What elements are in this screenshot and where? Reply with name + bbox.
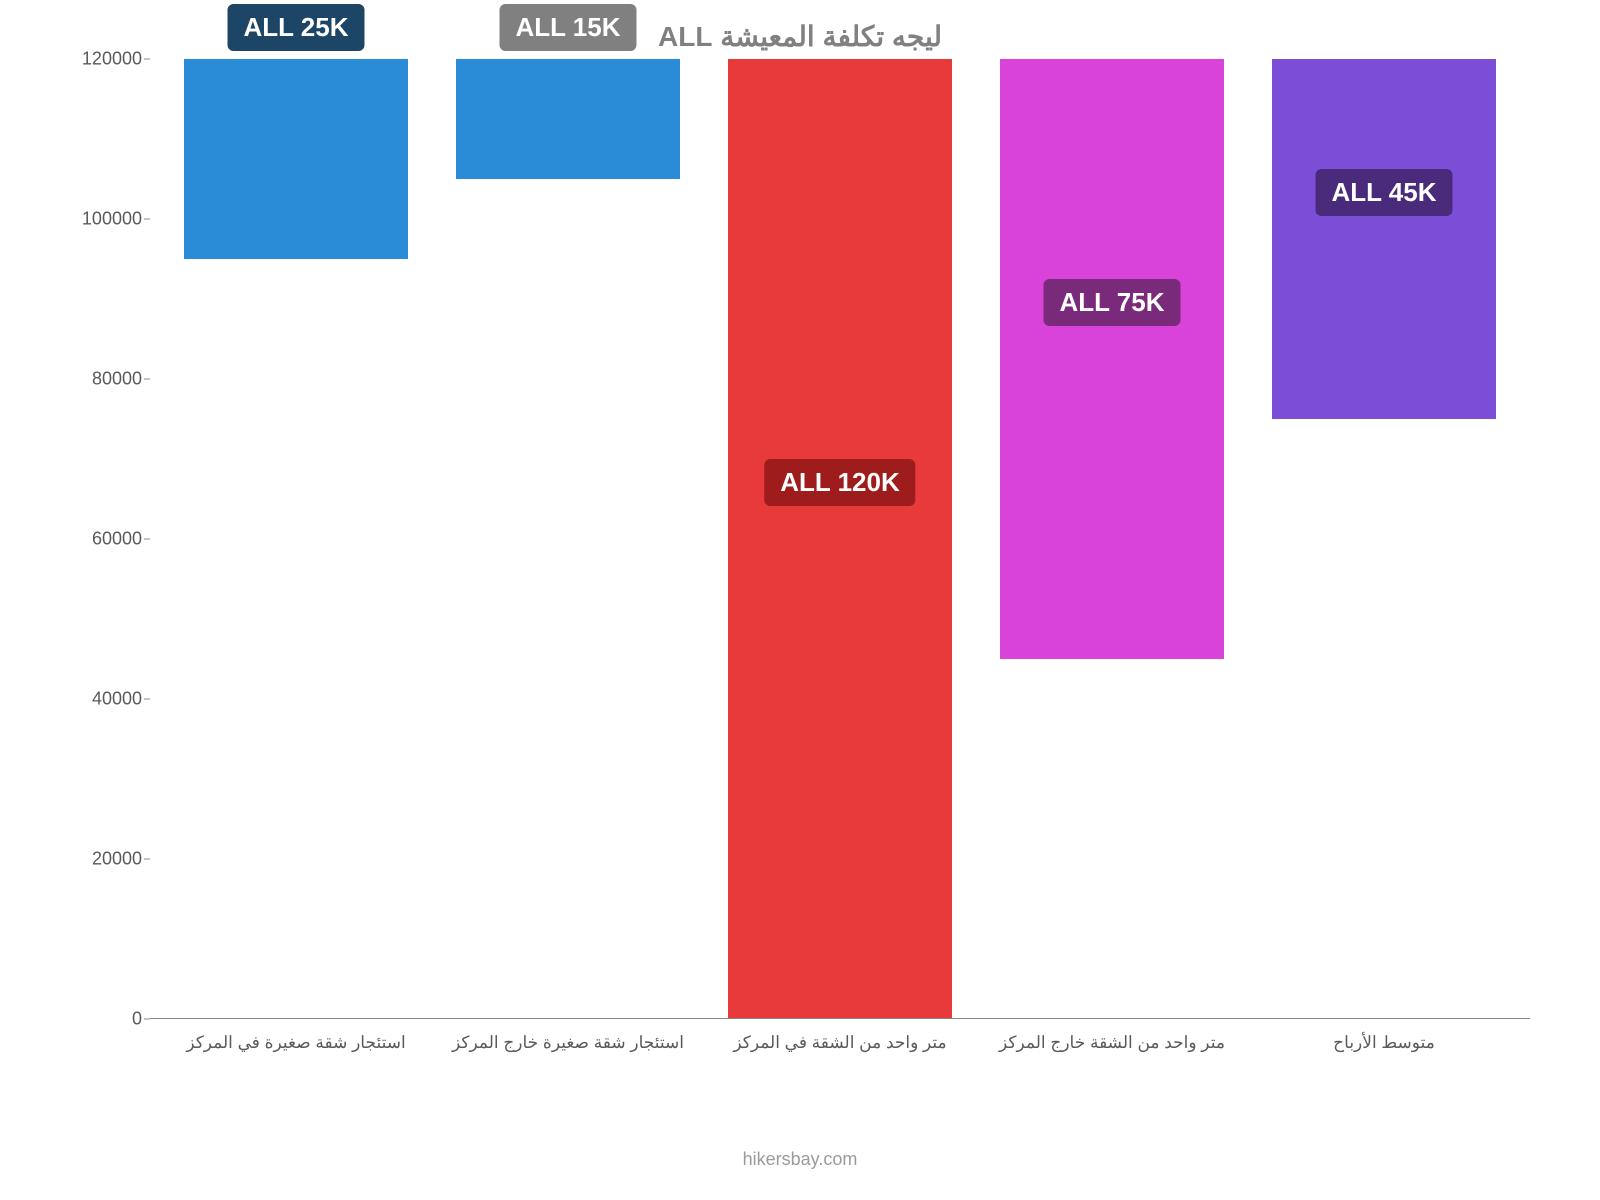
- y-tick: 60000: [92, 529, 142, 550]
- x-axis-labels: استئجار شقة صغيرة في المركزاستئجار شقة ص…: [150, 1019, 1530, 1053]
- y-tick: 0: [132, 1009, 142, 1030]
- y-tick: 40000: [92, 689, 142, 710]
- x-label: استئجار شقة صغيرة خارج المركز: [432, 1033, 704, 1053]
- value-badge: ALL 120K: [764, 459, 915, 506]
- bar: ALL 45K: [1272, 59, 1495, 419]
- bar-slot: ALL 15K: [432, 59, 704, 1018]
- bar: ALL 120K: [728, 59, 951, 1018]
- y-tick: 80000: [92, 369, 142, 390]
- bar-slot: ALL 120K: [704, 59, 976, 1018]
- plot-area: ALL 25K ALL 15K ALL 120K ALL 75K ALL 45K: [150, 59, 1530, 1019]
- value-badge: ALL 25K: [228, 4, 365, 51]
- y-axis: 020000400006000080000100000120000: [40, 59, 150, 1019]
- x-label: متر واحد من الشقة خارج المركز: [976, 1033, 1248, 1053]
- cost-of-living-chart: ليجه تكلفة المعيشة ALL 02000040000600008…: [0, 0, 1600, 1200]
- bars-container: ALL 25K ALL 15K ALL 120K ALL 75K ALL 45K: [150, 59, 1530, 1018]
- value-badge: ALL 75K: [1044, 279, 1181, 326]
- bar: ALL 75K: [1000, 59, 1223, 659]
- bar-slot: ALL 25K: [160, 59, 432, 1018]
- value-badge: ALL 45K: [1316, 169, 1453, 216]
- bar: ALL 25K: [184, 59, 407, 259]
- bar: ALL 15K: [456, 59, 679, 179]
- bar-slot: ALL 75K: [976, 59, 1248, 1018]
- value-badge: ALL 15K: [500, 4, 637, 51]
- x-label: متر واحد من الشقة في المركز: [704, 1033, 976, 1053]
- y-tick: 20000: [92, 849, 142, 870]
- x-label: استئجار شقة صغيرة في المركز: [160, 1033, 432, 1053]
- y-tick: 120000: [82, 49, 142, 70]
- attribution-text: hikersbay.com: [0, 1149, 1600, 1170]
- bar-slot: ALL 45K: [1248, 59, 1520, 1018]
- y-tick: 100000: [82, 209, 142, 230]
- x-label: متوسط الأرباح: [1248, 1033, 1520, 1053]
